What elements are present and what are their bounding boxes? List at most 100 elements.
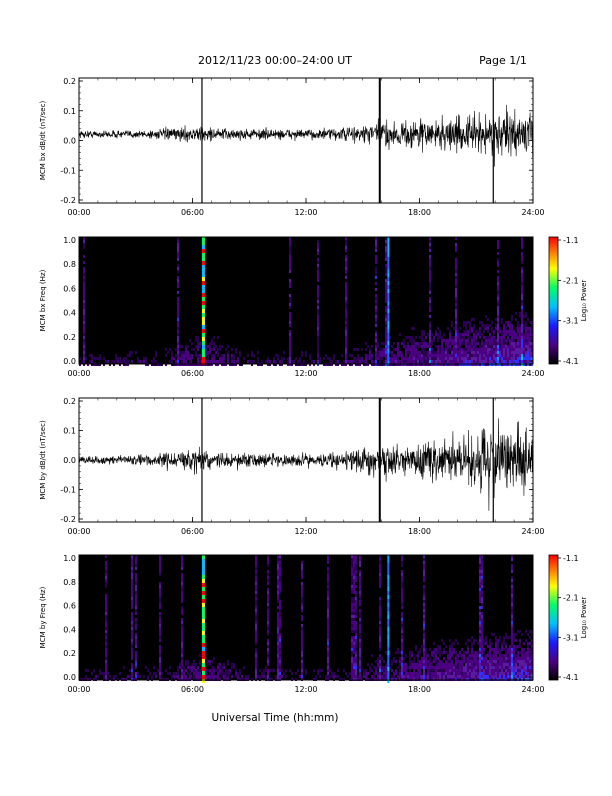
x-axis-title: Universal Time (hh:mm) (212, 712, 339, 724)
colorbar-tick-label: -1.1 (563, 236, 579, 245)
streak-cell (201, 361, 205, 365)
vertical-streak-2 (387, 555, 390, 683)
streak-cell (201, 635, 205, 639)
y-axis-label: MCM by Freq (Hz) (39, 586, 47, 648)
streak-cell (387, 353, 390, 357)
streak-cell (201, 583, 205, 587)
y-axis-label: MCM by dB/dt (nT/sec) (39, 420, 47, 500)
streak-cell (387, 249, 390, 253)
streak-cell (387, 325, 390, 329)
x-tick-label: 00:00 (67, 208, 90, 217)
streak-cell (387, 619, 390, 623)
streak-cell (201, 297, 205, 301)
colorbar-gradient (548, 236, 559, 365)
streak-cell (201, 293, 205, 297)
vertical-streak-1 (201, 237, 205, 365)
streak-cell (201, 643, 205, 647)
x-tick-label: 24:00 (521, 369, 544, 378)
streak-cell (201, 667, 205, 671)
streak-cell (387, 269, 390, 273)
streak-cell (387, 671, 390, 675)
colorbar-tick-label: -1.1 (563, 554, 579, 563)
x-tick-label: 12:00 (294, 369, 317, 378)
y-tick-label: 0.0 (63, 137, 76, 146)
streak-cell (387, 241, 390, 245)
y-tick-label: 0.2 (63, 649, 76, 658)
streak-cell (201, 627, 205, 631)
streak-cell (387, 361, 390, 365)
panel-2: -1.1 -2.1 -3.1 -4.1 Log₁₀ Power 1.0 0.8 0.6 0.4 0… (39, 236, 588, 378)
streak-cell (387, 643, 390, 647)
streak-cell (387, 603, 390, 607)
streak-cell (201, 575, 205, 579)
y-tick-label: 0.4 (63, 309, 76, 318)
x-tick-label: 24:00 (521, 685, 544, 694)
y-tick-label: 0.1 (63, 107, 76, 116)
streak-cell (201, 333, 205, 337)
panel-3: 0.2 0.1 0.0 -0.1 -0.2 00:00 06:00 12:00 18:00 24:… (39, 397, 545, 536)
streak-cell (201, 587, 205, 591)
streak-cell (201, 563, 205, 567)
streak-cell (387, 317, 390, 321)
y-tick-label: 0.6 (63, 284, 76, 293)
streak-cell (387, 341, 390, 345)
streak-cell (387, 647, 390, 651)
streak-cell (387, 595, 390, 599)
streak-cell (387, 333, 390, 337)
y-tick-label: 0.4 (63, 625, 76, 634)
streak-cell (201, 245, 205, 249)
streak-cell (387, 337, 390, 341)
y-tick-label: 0.8 (63, 578, 76, 587)
y-tick-label: 0.0 (63, 673, 76, 682)
streak-cell (201, 611, 205, 615)
x-tick-label: 24:00 (521, 527, 544, 536)
streak-cell (201, 329, 205, 333)
streak-cell (387, 285, 390, 289)
streak-cell (201, 269, 205, 273)
streak-cell (387, 587, 390, 591)
y-tick-label: 0.6 (63, 602, 76, 611)
panel-1: 0.2 0.1 0.0 -0.1 -0.2 00:00 06:00 12:00 18:00 24:… (39, 77, 545, 217)
streak-cell (201, 241, 205, 245)
streak-cell (387, 253, 390, 257)
streak-cell (387, 345, 390, 349)
dbdt-trace (78, 418, 534, 511)
streak-cell (201, 599, 205, 603)
y-tick-label: 0.2 (63, 397, 76, 406)
y-tick-label: 0.2 (63, 77, 76, 86)
streak-cell (387, 281, 390, 285)
streak-cell (387, 591, 390, 595)
streak-cell (201, 591, 205, 595)
streak-cell (387, 563, 390, 567)
streak-cell (387, 579, 390, 583)
streak-cell (201, 253, 205, 257)
streak-cell (201, 341, 205, 345)
streak-cell (201, 277, 205, 281)
streak-cell (201, 305, 205, 309)
x-tick-label: 18:00 (408, 685, 431, 694)
y-tick-label: 1.0 (63, 554, 76, 563)
streak-cell (201, 603, 205, 607)
streak-cell (201, 345, 205, 349)
streak-cell (201, 631, 205, 635)
y-tick-label: -0.2 (60, 196, 76, 205)
streak-cell (201, 579, 205, 583)
x-tick-label: 24:00 (521, 208, 544, 217)
streak-cell (387, 639, 390, 643)
colorbar-tick-label: -4.1 (563, 673, 579, 682)
streak-cell (201, 301, 205, 305)
colorbar-label: Log₁₀ Power (580, 597, 588, 639)
streak-cell (201, 357, 205, 361)
streak-cell (201, 655, 205, 659)
y-tick-label: -0.1 (60, 486, 76, 495)
panels: 0.2 0.1 0.0 -0.1 -0.2 00:00 06:00 12:00 18:00 24:… (39, 77, 588, 694)
streak-cell (387, 679, 390, 683)
date-range-title: 2012/11/23 00:00–24:00 UT (198, 54, 352, 67)
vertical-streak-2 (387, 237, 390, 365)
streak-cell (201, 249, 205, 253)
y-tick-label: 0.8 (63, 260, 76, 269)
streak-cell (201, 647, 205, 651)
streak-cell (387, 357, 390, 361)
y-tick-label: 0.0 (63, 357, 76, 366)
